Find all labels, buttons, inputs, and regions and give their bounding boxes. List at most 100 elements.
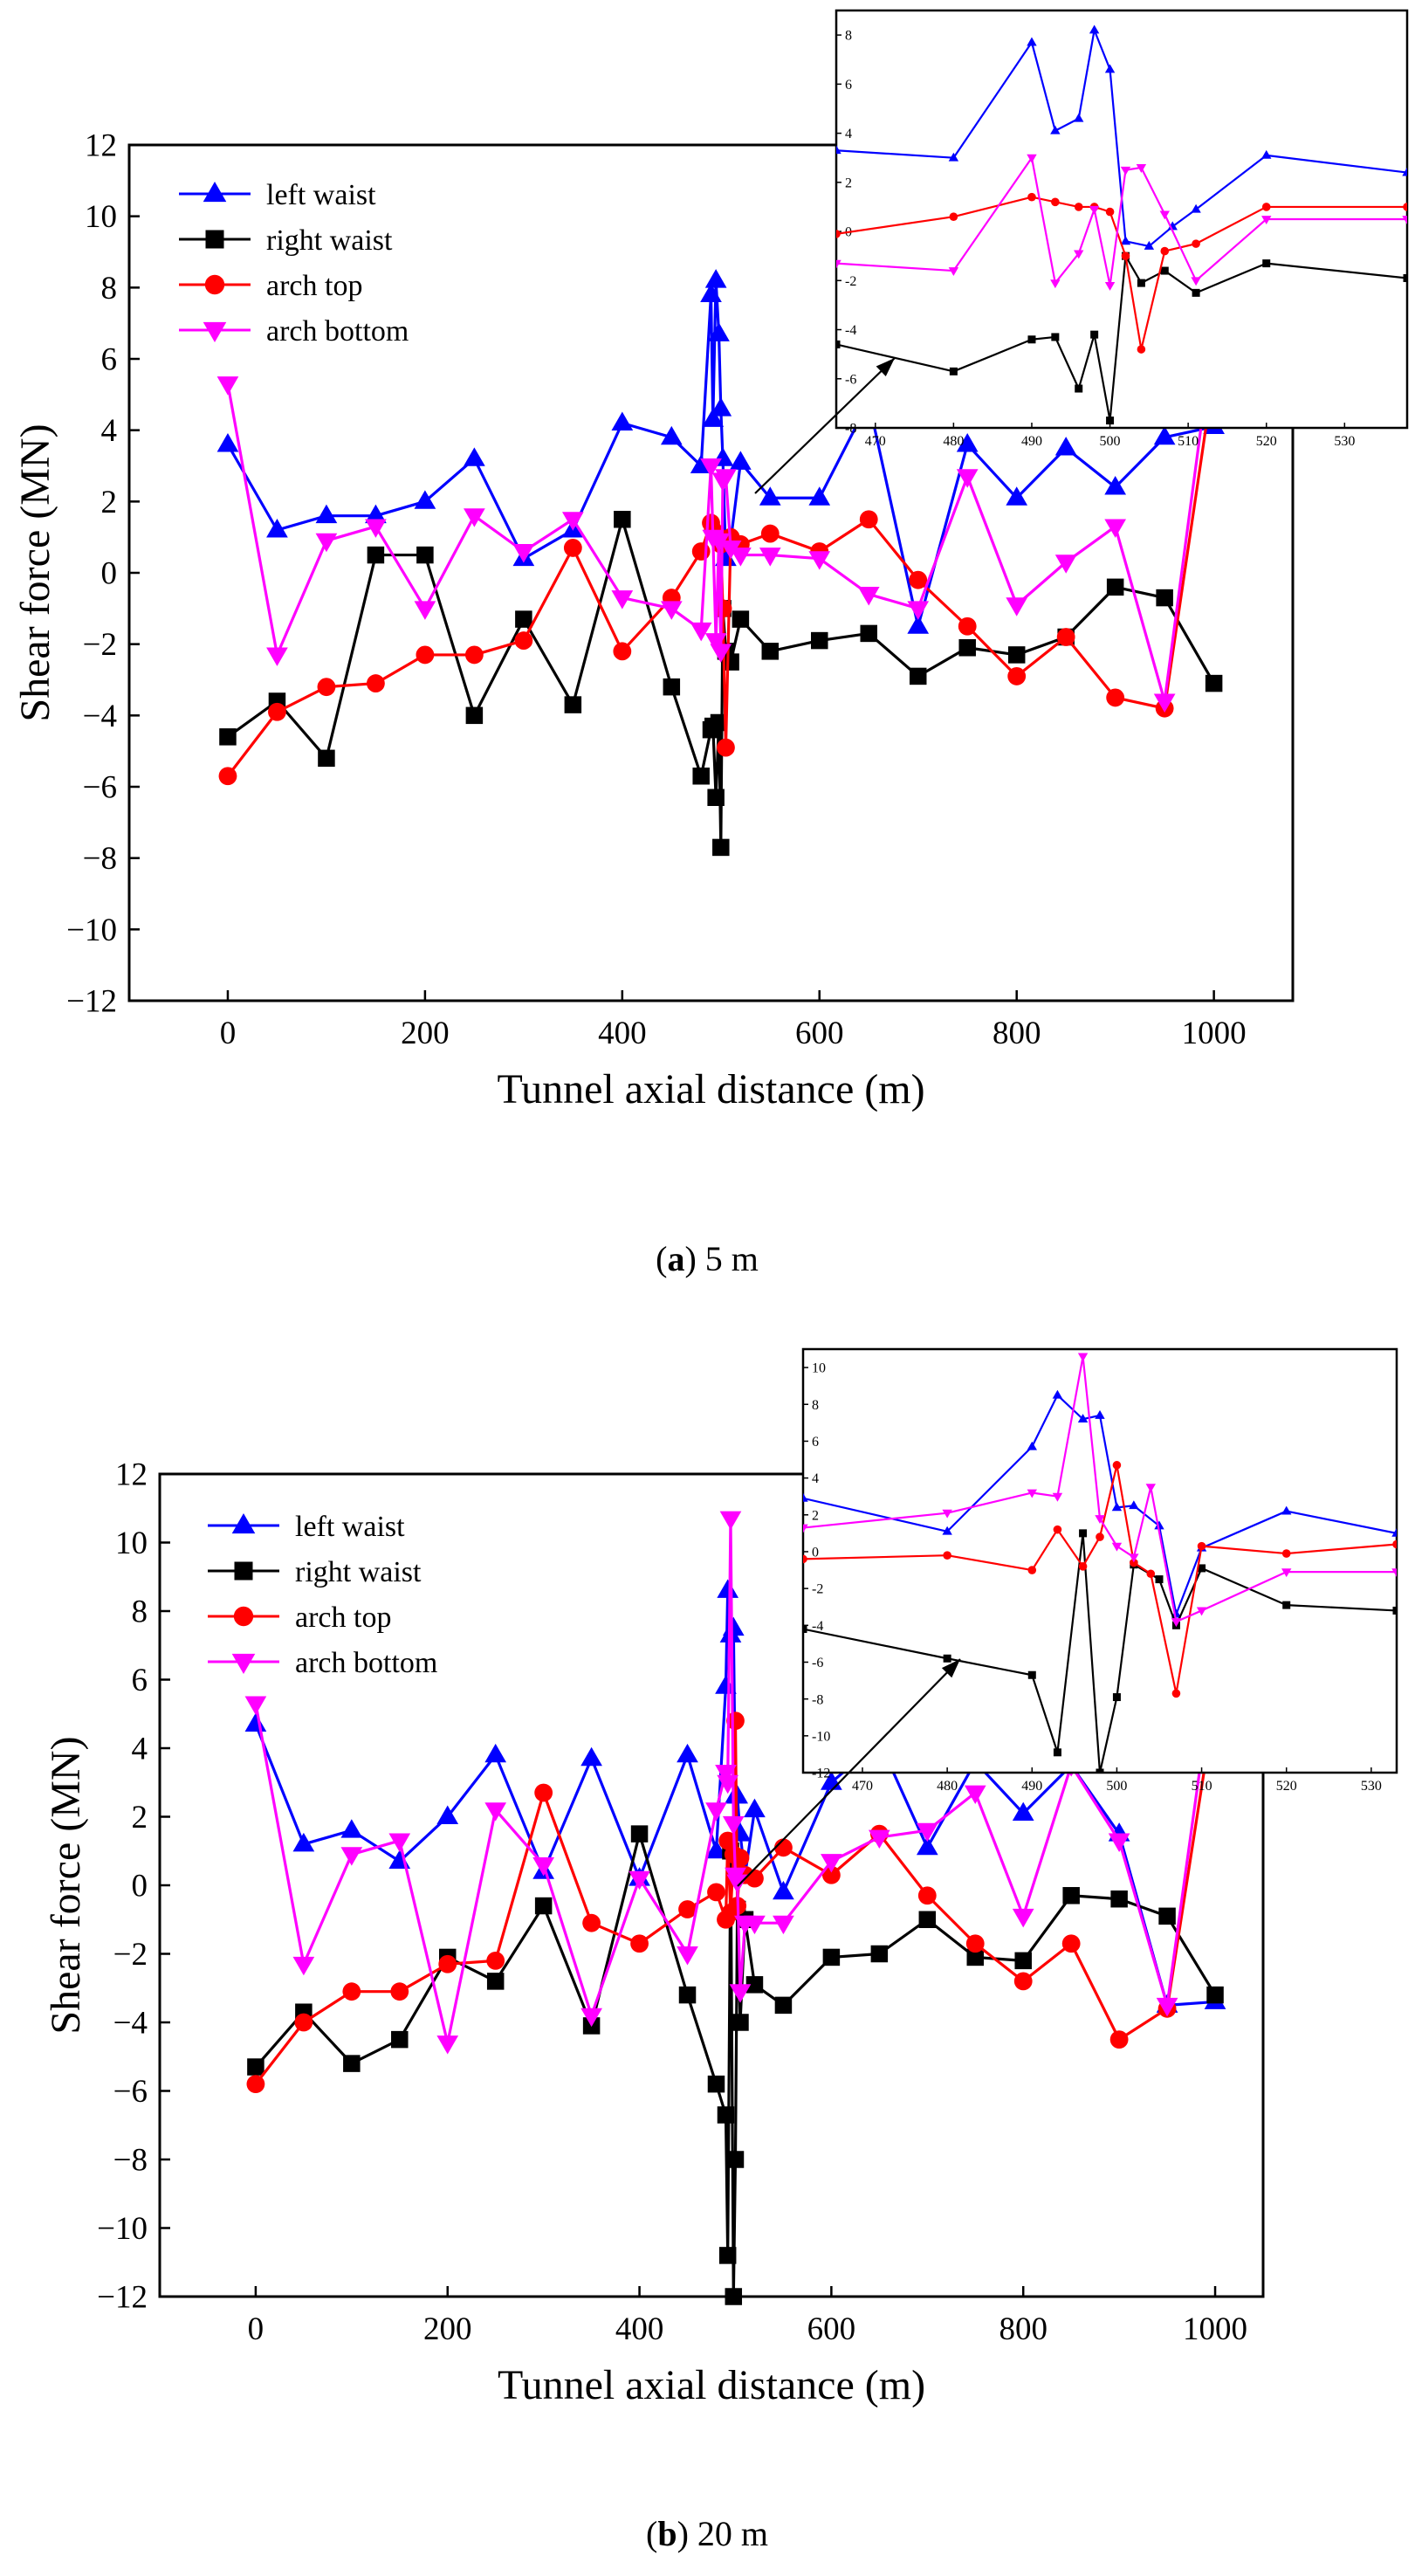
data-point [859,510,878,529]
inset-data-point [803,1524,808,1533]
inset-y-tick-label: 4 [812,1471,819,1486]
inset-data-point [1120,236,1131,245]
data-point [244,1696,267,1715]
data-point [611,590,634,610]
data-point [582,1913,601,1932]
inset-data-point [836,230,841,238]
data-point [515,610,532,628]
y-axis-label: Shear force (MN) [12,424,58,721]
data-point [821,1865,841,1884]
data-point [216,376,239,396]
legend-label: arch bottom [266,315,409,348]
data-point [1106,578,1124,596]
data-point [1206,1986,1224,2004]
inset-x-tick-label: 510 [1178,434,1199,449]
y-tick-label: 10 [115,1526,148,1561]
inset-data-point [1129,1500,1139,1510]
data-point [1153,693,1176,713]
y-tick-label: −4 [83,699,117,734]
inset-data-point [1096,1768,1104,1773]
data-point [630,1934,649,1953]
x-axis-label: Tunnel axial distance (m) [498,2362,925,2408]
y-tick-label: −10 [97,2211,148,2247]
inset-data-point [1027,1670,1036,1679]
data-point [725,2288,743,2305]
data-point [870,1945,889,1963]
data-point [1007,646,1026,664]
inset-data-point [1196,1607,1207,1616]
data-point [1205,674,1223,692]
legend-marker [234,1561,253,1581]
series-arch_bottom [244,1511,1226,2055]
data-point [717,1579,739,1598]
data-point [218,767,237,786]
x-tick-label: 200 [423,2311,472,2347]
inset-x-tick-label: 510 [1192,1779,1212,1794]
data-point [722,1815,745,1836]
legend-marker [203,182,227,203]
data-point [294,2013,313,2032]
data-point [1056,628,1075,646]
inset-data-point [1282,1601,1291,1609]
data-point [774,1838,793,1857]
inset-data-point [1104,64,1116,73]
y-tick-label: 0 [101,556,118,592]
x-tick-label: 200 [401,1016,450,1051]
data-point [512,544,535,563]
inset-data-point [1027,1489,1037,1498]
data-point [705,1839,727,1859]
inset-x-tick-label: 520 [1256,434,1277,449]
inset-data-point [1053,1748,1061,1757]
inset-series-group [803,1353,1397,1773]
y-tick-label: −10 [66,913,117,948]
data-point [918,1911,937,1928]
data-point [678,1986,697,2004]
data-point [708,533,730,553]
data-point [484,1802,507,1822]
data-point [965,1934,985,1953]
inset-x-tick-label: 480 [937,1779,958,1794]
inset-y-tick-label: 2 [812,1508,819,1523]
inset-data-point [836,259,841,269]
inset-data-point [1052,1492,1063,1502]
x-tick-label: 800 [993,1016,1041,1051]
data-point [717,738,735,757]
legend-label: left waist [266,179,376,211]
inset-data-point [1198,1564,1206,1573]
y-tick-label: −12 [97,2280,148,2316]
data-point [464,508,485,527]
y-tick-label: 12 [115,1457,148,1493]
data-point [822,1948,841,1966]
data-point [365,519,387,538]
x-tick-label: 1000 [1183,2311,1247,2347]
y-tick-label: −8 [83,841,117,877]
inset-y-tick-label: 0 [812,1546,819,1560]
data-point [486,1951,505,1970]
y-tick-label: −6 [113,2074,148,2110]
data-point [611,411,634,430]
inset-data-point [1074,203,1083,211]
inset-x-tick-label: 500 [1106,1779,1127,1794]
inset-data-point [1095,1515,1105,1524]
inset-data-point [1050,125,1061,134]
arrow-shaft [754,357,896,494]
data-point [808,486,831,506]
panel-caption: (a) 5 m [656,1239,759,1278]
inset-data-point [803,1625,807,1634]
data-point [663,678,681,696]
inset-data-point [1281,1505,1292,1515]
data-point [486,1973,505,1990]
inset-series-arch_bottom [836,154,1407,291]
x-tick-label: 0 [220,1016,237,1051]
legend-label: arch bottom [295,1647,437,1679]
data-point [729,1984,752,2003]
data-point [1110,1890,1128,1908]
data-point [315,504,338,524]
inset-data-point [948,152,959,162]
data-point [1108,1833,1130,1852]
inset-data-point [836,145,841,155]
inset-y-tick-label: -2 [845,274,856,289]
data-point [710,644,732,663]
arrow-shaft [737,1658,961,1887]
data-point [964,1785,986,1805]
